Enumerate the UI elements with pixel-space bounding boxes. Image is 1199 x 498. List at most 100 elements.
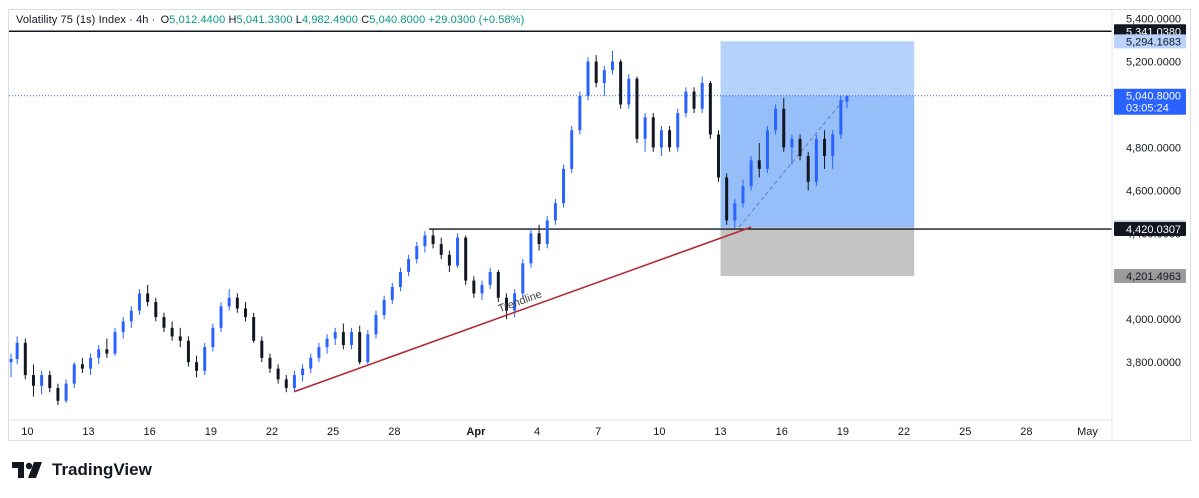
candle-body: [537, 233, 541, 245]
candle-body: [831, 134, 835, 157]
time-tick-label: May: [1077, 426, 1098, 438]
price-badge-stop: 4,201.4963: [1114, 268, 1186, 283]
candle-body: [358, 332, 362, 363]
time-tick-label: 13: [714, 426, 726, 438]
candle-body: [105, 349, 109, 354]
candle-body: [268, 357, 272, 369]
trendline: [294, 226, 752, 393]
candle-body: [659, 130, 663, 148]
candle-body: [219, 306, 223, 328]
tradingview-footer[interactable]: TradingView: [12, 460, 152, 480]
candle-body: [154, 302, 158, 318]
candle-body: [814, 138, 818, 182]
price-badge-label: 5,294.1683: [1126, 36, 1181, 48]
time-axis: 10 13 16 19 22 25 28 Apr 4 7 10 13 16 19 22 25 28 May: [9, 419, 1112, 438]
candle-body: [252, 317, 256, 341]
stop-zone: [720, 227, 915, 276]
price-tick-label: 5,200.0000: [1126, 57, 1181, 69]
candle-body: [317, 347, 321, 358]
candle-body: [64, 383, 68, 401]
candle-body: [227, 297, 231, 307]
candle-body: [521, 263, 525, 294]
candle-body: [586, 61, 590, 96]
long-position-tool: [720, 41, 915, 276]
candle-body: [97, 349, 101, 358]
candle-body: [284, 379, 288, 388]
symbol-label[interactable]: Volatility 75 (1s) Index · 4h ·: [16, 14, 156, 26]
time-tick-label: 28: [1020, 426, 1032, 438]
candle-body: [447, 254, 451, 266]
candle-body: [496, 271, 500, 298]
close-key: C: [361, 14, 370, 26]
time-tick-label: 16: [144, 426, 156, 438]
trendline-layer: Trendline: [294, 226, 752, 393]
candle-body: [203, 347, 207, 371]
candle-body: [578, 95, 582, 131]
price-badge-label: 5,040.8000: [1126, 91, 1181, 103]
candle-body: [798, 138, 802, 157]
candle-body: [56, 387, 60, 401]
candles-layer: [9, 50, 849, 406]
candle-body: [488, 271, 492, 285]
price-badge-bg: [1114, 34, 1186, 49]
candle-body: [162, 317, 166, 328]
candle-body: [170, 327, 174, 337]
candle-body: [651, 117, 655, 148]
candle-body: [823, 138, 827, 157]
candle-body: [806, 156, 810, 182]
candle-body: [676, 113, 680, 148]
price-badge-bg: [1114, 268, 1186, 283]
time-tick-label: 16: [776, 426, 788, 438]
candle-body: [529, 233, 533, 264]
candle-body: [782, 108, 786, 148]
candle-body: [553, 203, 557, 221]
candle-body: [398, 271, 402, 288]
high-value: 5,041.3300: [236, 14, 293, 26]
price-badges: 5,341.03805,294.16835,040.800003:05:244,…: [1114, 24, 1186, 283]
candle-body: [431, 235, 435, 245]
price-tick-label: 4,600.0000: [1126, 185, 1181, 197]
candle-body: [31, 375, 35, 386]
candle-body: [749, 160, 753, 187]
candle-body: [700, 83, 704, 109]
candle-body: [23, 342, 27, 376]
candle-body: [48, 375, 52, 388]
horizontal-lines-layer: [9, 30, 1112, 230]
candle-body: [545, 220, 549, 245]
candle-body: [708, 83, 712, 135]
time-tick-label: 10: [21, 426, 33, 438]
candle-body: [643, 117, 647, 139]
candle-body: [504, 297, 508, 311]
candle-body: [235, 297, 239, 309]
change-value: +29.0300 (+0.58%): [428, 14, 525, 26]
open-value: 5,012.4400: [169, 14, 226, 26]
candle-body: [301, 368, 305, 376]
time-tick-label: 28: [388, 426, 400, 438]
candle-body: [635, 78, 639, 139]
low-key: L: [295, 14, 302, 26]
candle-body: [790, 138, 794, 148]
candle-body: [113, 332, 117, 354]
close-value: 5,040.8000: [369, 14, 426, 26]
candle-body: [129, 310, 133, 322]
candle-body: [594, 61, 598, 84]
price-tick-label: 5,400.0000: [1126, 14, 1181, 26]
price-tick-label: 3,800.0000: [1126, 357, 1181, 369]
candle-body: [390, 287, 394, 300]
candle-body: [725, 177, 729, 221]
price-badge-bg: [1114, 88, 1186, 115]
candle-body: [211, 327, 215, 348]
candle-body: [668, 130, 672, 148]
candle-body: [839, 100, 843, 135]
candle-body: [72, 364, 76, 384]
candle-body: [464, 237, 468, 281]
candle-body: [602, 70, 606, 84]
time-tick-label: 4: [534, 426, 540, 438]
candle-body: [774, 108, 778, 131]
target-zone: [720, 41, 915, 228]
candle-body: [309, 357, 313, 369]
price-badge-bg: [1114, 222, 1186, 237]
chart-pane[interactable]: [8, 9, 1191, 441]
